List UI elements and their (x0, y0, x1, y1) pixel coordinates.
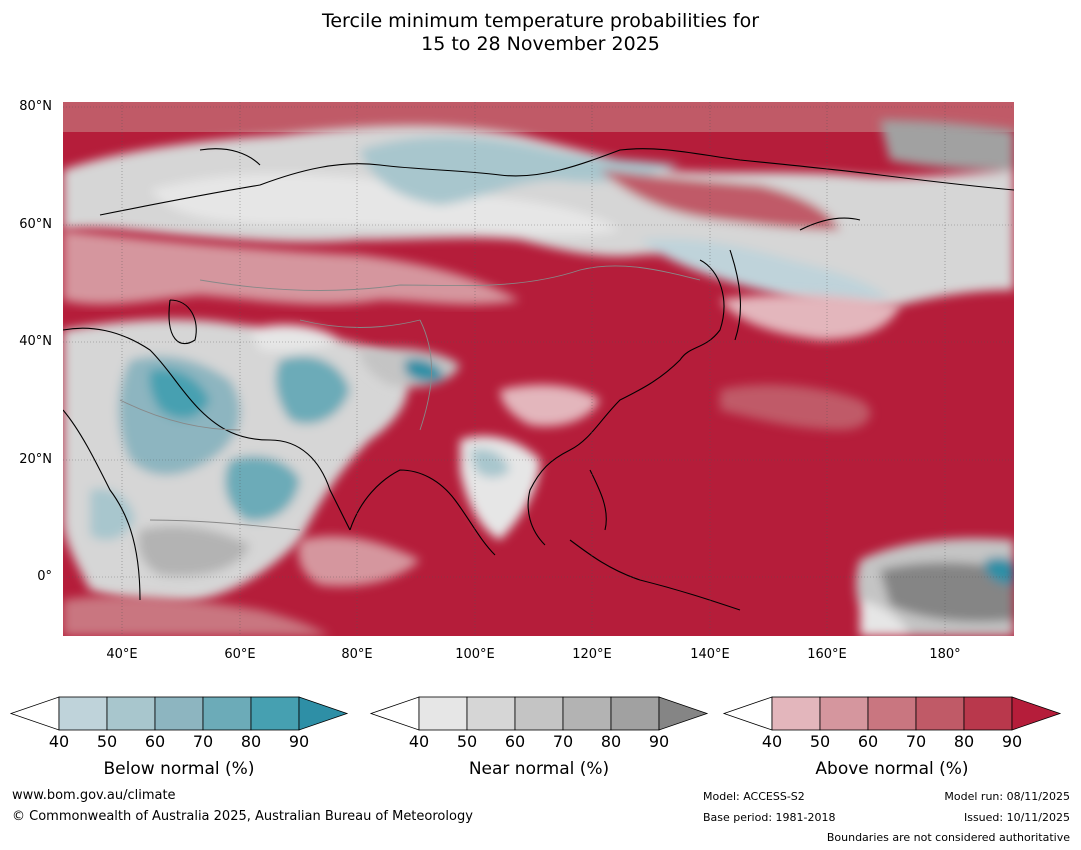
lon-label-60e: 60°E (224, 647, 256, 662)
colorbar-above-segment (915, 696, 965, 731)
colorbar-below-segment (106, 696, 156, 731)
lon-label-140e: 140°E (690, 647, 730, 662)
colorbar-title-above: Above normal (%) (815, 759, 969, 779)
lat-label-80n: 80°N (19, 99, 52, 114)
colorbar-above-tick-label: 60 (857, 732, 879, 751)
colorbar-title-below: Below normal (%) (103, 759, 255, 779)
colorbar-near-segment (418, 696, 468, 731)
map-title-line2: 15 to 28 November 2025 (421, 33, 660, 55)
lat-label-60n: 60°N (19, 217, 52, 232)
colorbar-below-tick-label: 40 (48, 732, 70, 751)
colorbar-below-segment (250, 696, 300, 731)
colorbar-below-low-extension (9, 696, 60, 731)
colorbar-below-segment (58, 696, 108, 731)
colorbar-near-tick-label: 60 (504, 732, 526, 751)
footer-issued: Issued: 10/11/2025 (963, 811, 1070, 824)
lon-label-80e: 80°E (341, 647, 373, 662)
colorbar-above-tick-label: 70 (905, 732, 927, 751)
colorbar-near-segment (514, 696, 564, 731)
lon-label-100e: 100°E (455, 647, 495, 662)
colorbar-near-high-extension (658, 696, 709, 731)
lat-label-40n: 40°N (19, 334, 52, 349)
colorbar-below-tick-label: 50 (96, 732, 118, 751)
map-title-line1: Tercile minimum temperature probabilitie… (321, 10, 760, 32)
colorbar-near-tick-label: 50 (456, 732, 478, 751)
colorbar-near-tick-label: 70 (552, 732, 574, 751)
colorbar-below-tick-label: 80 (240, 732, 262, 751)
lat-label-0: 0° (37, 569, 52, 584)
colorbar-near-normal (369, 696, 709, 731)
lon-label-180: 180° (929, 647, 961, 662)
footer-model-run: Model run: 08/11/2025 (944, 790, 1070, 803)
colorbar-above-tick-label: 80 (953, 732, 975, 751)
colorbar-near-segment (466, 696, 516, 731)
colorbar-below-segment (202, 696, 252, 731)
colorbar-near-tick-label: 40 (408, 732, 430, 751)
colorbar-title-near: Near normal (%) (468, 759, 610, 779)
coastlines (63, 148, 1014, 611)
colorbar-near-segment (562, 696, 612, 731)
indian-ocean-band (63, 536, 420, 636)
colorbar-below-segment (154, 696, 204, 731)
map-field (63, 102, 1014, 636)
colorbar-near-tick-label: 80 (600, 732, 622, 751)
colorbar-above-high-extension (1011, 696, 1062, 731)
footer-disclaimer: Boundaries are not considered authoritat… (826, 831, 1070, 844)
colorbar-below-high-extension (298, 696, 349, 731)
colorbar-near-segment (610, 696, 660, 731)
colorbar-below-normal (9, 696, 349, 731)
footer-model: Model: ACCESS-S2 (703, 790, 805, 803)
footer-website: www.bom.gov.au/climate (12, 788, 176, 803)
graticule (63, 102, 1014, 636)
colorbar-above-tick-label: 90 (1001, 732, 1023, 751)
south-pacific-field (856, 538, 1014, 636)
colorbar-above-tick-label: 50 (809, 732, 831, 751)
colorbar-near-low-extension (369, 696, 420, 731)
lat-label-20n: 20°N (19, 452, 52, 467)
lon-label-120e: 120°E (572, 647, 612, 662)
colorbar-above-segment (867, 696, 917, 731)
colorbar-near-tick-label: 90 (648, 732, 670, 751)
east-asia-field (360, 294, 900, 540)
southwest-asia-field (63, 319, 409, 605)
colorbar-below-tick-label: 70 (192, 732, 214, 751)
arctic-band (63, 102, 1014, 132)
colorbar-above-tick-label: 40 (761, 732, 783, 751)
lon-label-160e: 160°E (807, 647, 847, 662)
colorbar-above-segment (771, 696, 821, 731)
footer-copyright: © Commonwealth of Australia 2025, Austra… (12, 809, 473, 824)
colorbar-below-tick-label: 90 (288, 732, 310, 751)
colorbar-above-segment (819, 696, 869, 731)
footer-base-period: Base period: 1981-2018 (703, 811, 836, 824)
colorbar-below-tick-label: 60 (144, 732, 166, 751)
colorbar-above-low-extension (722, 696, 773, 731)
colorbar-above-normal (722, 696, 1062, 731)
lon-label-40e: 40°E (106, 647, 138, 662)
country-borders (119, 265, 701, 531)
colorbar-above-segment (963, 696, 1013, 731)
central-asia-band (63, 230, 520, 305)
